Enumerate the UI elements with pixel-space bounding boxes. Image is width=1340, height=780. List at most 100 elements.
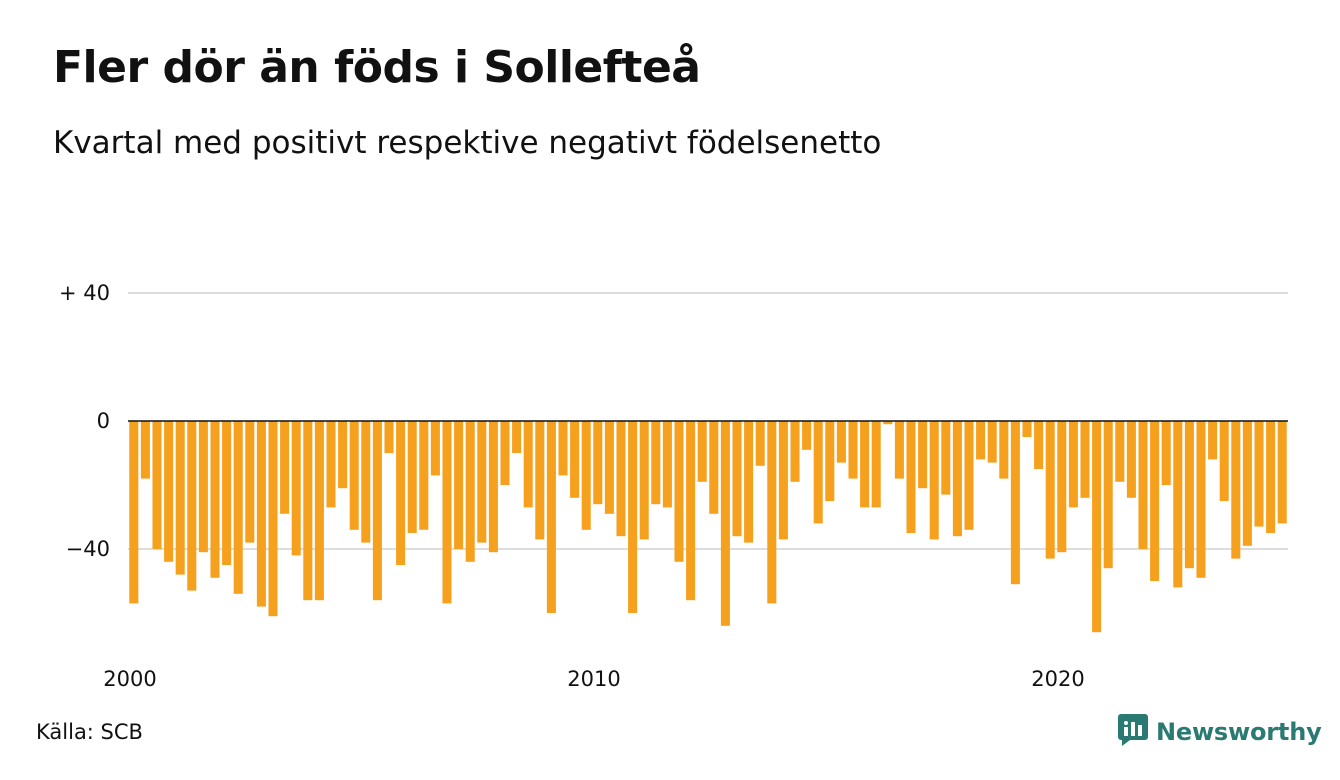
bar [500, 421, 510, 485]
bar [755, 421, 765, 466]
chart-title: Fler dör än föds i Sollefteå [53, 42, 701, 93]
y-tick-label: + 40 [59, 281, 110, 305]
bar [848, 421, 858, 479]
bar [918, 421, 928, 489]
bar [767, 421, 777, 604]
bar [361, 421, 371, 543]
y-tick-label: −40 [66, 537, 110, 561]
bar [268, 421, 278, 617]
brand-logo[interactable]: Newsworthy [1118, 714, 1322, 750]
bar [419, 421, 429, 530]
bar [523, 421, 533, 508]
bar [338, 421, 348, 489]
bar [407, 421, 417, 533]
bar [303, 421, 313, 601]
bar [1161, 421, 1171, 485]
bar [1022, 421, 1032, 437]
bar [883, 421, 893, 425]
bar [1138, 421, 1148, 549]
bar [349, 421, 359, 530]
bar [813, 421, 823, 524]
bar [314, 421, 324, 601]
bar [175, 421, 185, 575]
bar [1103, 421, 1113, 569]
bar [964, 421, 974, 530]
bar [129, 421, 139, 604]
bar [1173, 421, 1183, 588]
bar [744, 421, 754, 543]
bar [1231, 421, 1241, 559]
bar [639, 421, 649, 540]
bar [1254, 421, 1264, 527]
bar [987, 421, 997, 463]
bar [836, 421, 846, 463]
bar [662, 421, 672, 508]
x-tick-label: 2020 [1031, 667, 1084, 691]
bar [616, 421, 626, 537]
bar [1010, 421, 1020, 585]
y-tick-label: 0 [97, 409, 110, 433]
bar [1208, 421, 1218, 460]
bar [152, 421, 162, 549]
bar [280, 421, 290, 514]
bar [1242, 421, 1252, 546]
bar [1219, 421, 1229, 501]
bar [604, 421, 614, 514]
bar [581, 421, 591, 530]
bar [1068, 421, 1078, 508]
bar [941, 421, 951, 495]
axes: + 40 0 −40 2000 2010 2020 [59, 281, 1288, 691]
bar [790, 421, 800, 482]
bar [546, 421, 556, 613]
bar [210, 421, 220, 578]
bar [1092, 421, 1102, 633]
bar [465, 421, 475, 562]
bar [372, 421, 382, 601]
bar [256, 421, 266, 607]
bar [778, 421, 788, 540]
bar [894, 421, 904, 479]
bar [720, 421, 730, 626]
bar [442, 421, 452, 604]
bar [651, 421, 661, 505]
bar [860, 421, 870, 508]
bar [1266, 421, 1276, 533]
bar [825, 421, 835, 501]
bar [187, 421, 197, 591]
bar [1184, 421, 1194, 569]
brand-name: Newsworthy [1156, 718, 1322, 746]
bar [697, 421, 707, 482]
bar [1126, 421, 1136, 498]
bar [1080, 421, 1090, 498]
newsworthy-logo-icon [1118, 714, 1148, 750]
bar [570, 421, 580, 498]
bar [1196, 421, 1206, 578]
bar [628, 421, 638, 613]
bar [952, 421, 962, 537]
bar [1057, 421, 1067, 553]
bar [488, 421, 498, 553]
bar [233, 421, 243, 594]
bar [198, 421, 208, 553]
bar [164, 421, 174, 562]
bar-series [129, 421, 1287, 633]
bar [593, 421, 603, 505]
bar [1034, 421, 1044, 469]
bar [1045, 421, 1055, 559]
bar [384, 421, 394, 453]
bar [929, 421, 939, 540]
bar [674, 421, 684, 562]
bar [222, 421, 232, 565]
bar [430, 421, 440, 476]
bar [477, 421, 487, 543]
x-tick-label: 2010 [567, 667, 620, 691]
bar [976, 421, 986, 460]
bar [871, 421, 881, 508]
bar [709, 421, 719, 514]
chart-subtitle: Kvartal med positivt respektive negativt… [53, 125, 882, 161]
bar [732, 421, 742, 537]
bar [1277, 421, 1287, 524]
x-tick-label: 2000 [103, 667, 156, 691]
bar [906, 421, 916, 533]
